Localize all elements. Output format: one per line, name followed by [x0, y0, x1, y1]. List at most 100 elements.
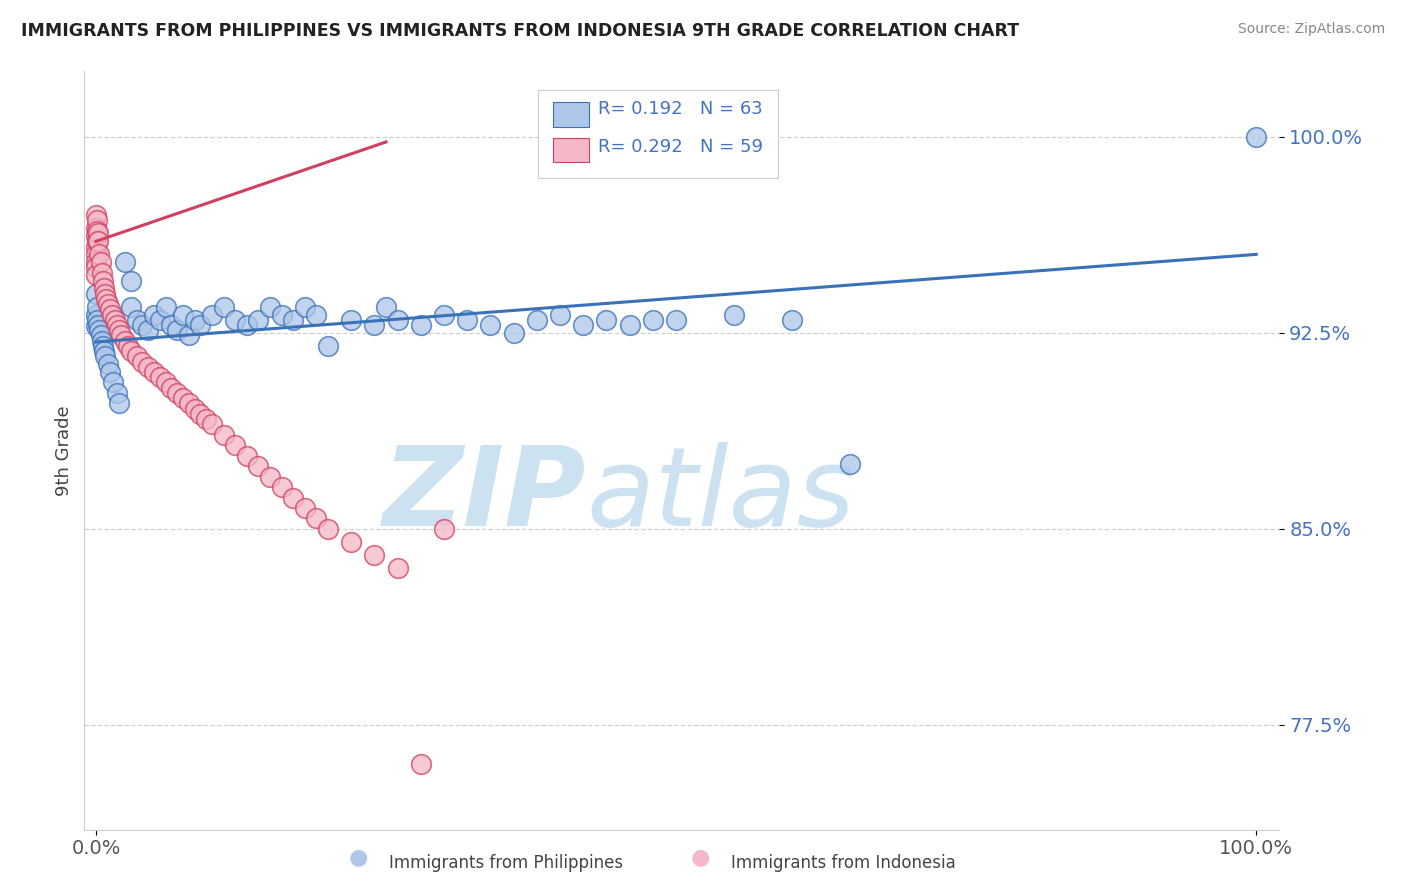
Point: [270, 480, 292, 494]
Point: [247, 312, 270, 326]
Point: [105, 318, 128, 332]
Point: [90, 266, 112, 280]
Point: [108, 396, 131, 410]
Point: [305, 308, 328, 322]
Point: [103, 312, 125, 326]
Point: [110, 328, 132, 343]
Point: [183, 312, 205, 326]
Point: [456, 312, 478, 326]
Point: [84, 260, 107, 275]
Point: [84, 247, 107, 261]
Point: [84, 319, 107, 334]
Point: [305, 511, 328, 525]
Point: [236, 318, 259, 332]
Point: [433, 522, 456, 536]
Point: [86, 312, 108, 326]
Point: [839, 457, 862, 471]
Point: [294, 500, 316, 515]
Point: [363, 318, 385, 332]
Point: [236, 449, 259, 463]
FancyBboxPatch shape: [538, 90, 778, 178]
Point: [190, 318, 212, 332]
Point: [131, 354, 153, 368]
Point: [96, 292, 118, 306]
Point: [183, 401, 205, 416]
Point: [94, 349, 117, 363]
Point: [224, 312, 246, 326]
Point: [387, 561, 409, 575]
Point: [101, 308, 124, 322]
Point: [479, 318, 502, 332]
Point: [1244, 129, 1267, 144]
Point: [201, 308, 224, 322]
Text: R= 0.192   N = 63: R= 0.192 N = 63: [599, 100, 763, 119]
Point: [294, 300, 316, 314]
Point: [105, 386, 128, 401]
Point: [247, 459, 270, 474]
Text: Immigrants from Indonesia: Immigrants from Indonesia: [731, 855, 956, 872]
Point: [86, 300, 108, 314]
Point: [84, 286, 107, 301]
Point: [84, 208, 107, 222]
Point: [89, 247, 111, 261]
Point: [723, 308, 745, 322]
Point: [375, 300, 398, 314]
Point: [259, 300, 281, 314]
Point: [87, 318, 110, 332]
Point: [114, 255, 136, 269]
Point: [212, 427, 235, 442]
Point: [136, 323, 159, 337]
Point: [91, 339, 114, 353]
Point: [780, 312, 803, 326]
Point: [114, 334, 136, 348]
Point: [526, 312, 548, 326]
Point: [84, 229, 107, 244]
Point: [98, 365, 121, 379]
Y-axis label: 9th Grade: 9th Grade: [55, 405, 73, 496]
Point: [172, 391, 194, 405]
Point: [143, 308, 166, 322]
Point: [87, 235, 110, 249]
Point: [131, 318, 153, 332]
Point: [84, 221, 107, 235]
Point: [166, 386, 188, 401]
Point: [86, 235, 108, 249]
Point: [125, 312, 148, 326]
Point: [108, 323, 131, 337]
Point: [155, 376, 177, 390]
Text: atlas: atlas: [586, 442, 855, 549]
Point: [120, 273, 142, 287]
Point: [172, 308, 194, 322]
Point: [84, 255, 107, 269]
Point: [224, 438, 246, 452]
Point: [103, 376, 125, 390]
Point: [87, 227, 110, 241]
Point: [149, 312, 172, 326]
Point: [136, 359, 159, 374]
Point: [117, 339, 139, 353]
Point: [90, 328, 112, 343]
Point: [177, 328, 200, 343]
Point: [283, 312, 305, 326]
Point: [387, 312, 409, 326]
Text: Source: ZipAtlas.com: Source: ZipAtlas.com: [1237, 22, 1385, 37]
Point: [195, 412, 218, 426]
Point: [93, 344, 115, 359]
Point: [98, 302, 121, 317]
Point: [97, 357, 120, 371]
Point: [433, 308, 456, 322]
FancyBboxPatch shape: [553, 103, 589, 127]
Point: [149, 370, 172, 384]
Point: [166, 323, 188, 337]
Point: [143, 365, 166, 379]
Point: [259, 469, 281, 483]
Point: [86, 224, 108, 238]
Point: [125, 349, 148, 363]
Point: [641, 312, 664, 326]
Text: R= 0.292   N = 59: R= 0.292 N = 59: [599, 138, 763, 156]
Text: ●: ●: [349, 847, 368, 867]
Point: [160, 318, 183, 332]
Point: [86, 213, 108, 227]
Point: [212, 300, 235, 314]
Point: [93, 281, 115, 295]
